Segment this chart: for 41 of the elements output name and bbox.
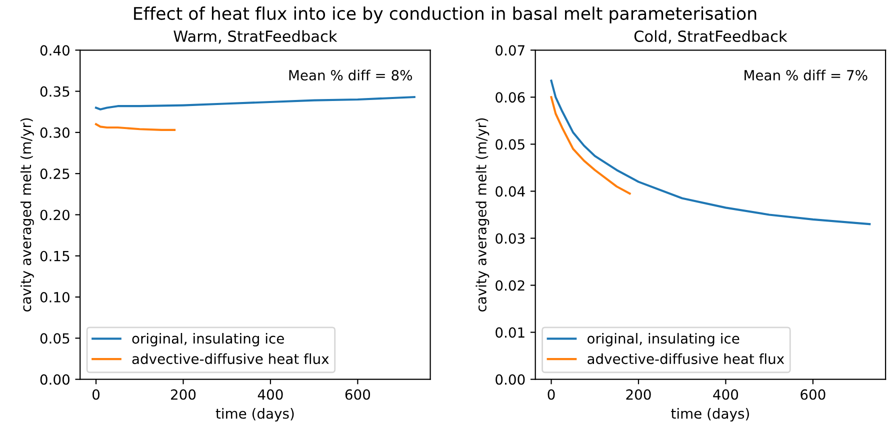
legend-label: original, insulating ice	[588, 332, 740, 346]
chart-title: Cold, StratFeedback	[634, 30, 788, 44]
y-tick-label: 0.35	[40, 86, 70, 97]
y-tick-label: 0.00	[496, 374, 525, 385]
annotation: Mean % diff = 7%	[744, 70, 868, 81]
x-tick-label: 200	[171, 389, 196, 400]
y-tick-label: 0.10	[40, 292, 70, 302]
y-tick-label: 0.01	[496, 327, 524, 338]
y-tick-label: 0.25	[40, 168, 70, 180]
line-series	[550, 96, 631, 195]
y-tick-label: 0.07	[496, 45, 524, 56]
x-tick-label: 400	[258, 389, 283, 400]
y-tick-label: 0.40	[40, 45, 70, 56]
x-axis-title: time (days)	[216, 408, 294, 422]
text: Effect of heat flux into ice by conduction in basal melt parameterisation	[134, 6, 756, 24]
y-axis-title: cavity averaged melt (m/yr)	[20, 118, 34, 312]
y-axis-title: cavity averaged melt (m/yr)	[476, 118, 490, 312]
legend-label: advective-diffusive heat flux	[588, 353, 784, 364]
y-tick-label: 0.00	[40, 374, 70, 385]
y-tick-label: 0.02	[496, 280, 524, 291]
line-series	[94, 96, 416, 110]
chart-title: Warm, StratFeedback	[174, 30, 338, 44]
y-tick-label: 0.30	[40, 127, 70, 138]
y-tick-label: 0.06	[496, 92, 525, 103]
y-tick-label: 0.03	[496, 233, 525, 244]
x-axis-title: time (days)	[671, 408, 749, 422]
legend-label: original, insulating ice	[132, 332, 284, 346]
x-tick-label: 400	[713, 389, 738, 400]
y-tick-label: 0.04	[496, 186, 525, 197]
x-tick-label: 200	[626, 389, 651, 400]
x-tick-label: 0	[92, 389, 100, 400]
y-tick-label: 0.05	[40, 333, 70, 344]
legend-label: advective-diffusive heat flux	[132, 353, 329, 364]
x-tick-label: 600	[800, 389, 826, 400]
y-tick-label: 0.15	[40, 250, 70, 262]
annotation: Mean % diff = 8%	[289, 70, 412, 81]
line-series	[550, 80, 871, 226]
x-tick-label: 600	[345, 389, 370, 400]
y-tick-label: 0.20	[40, 210, 70, 220]
y-tick-label: 0.05	[496, 139, 524, 150]
x-tick-label: 0	[548, 389, 555, 400]
